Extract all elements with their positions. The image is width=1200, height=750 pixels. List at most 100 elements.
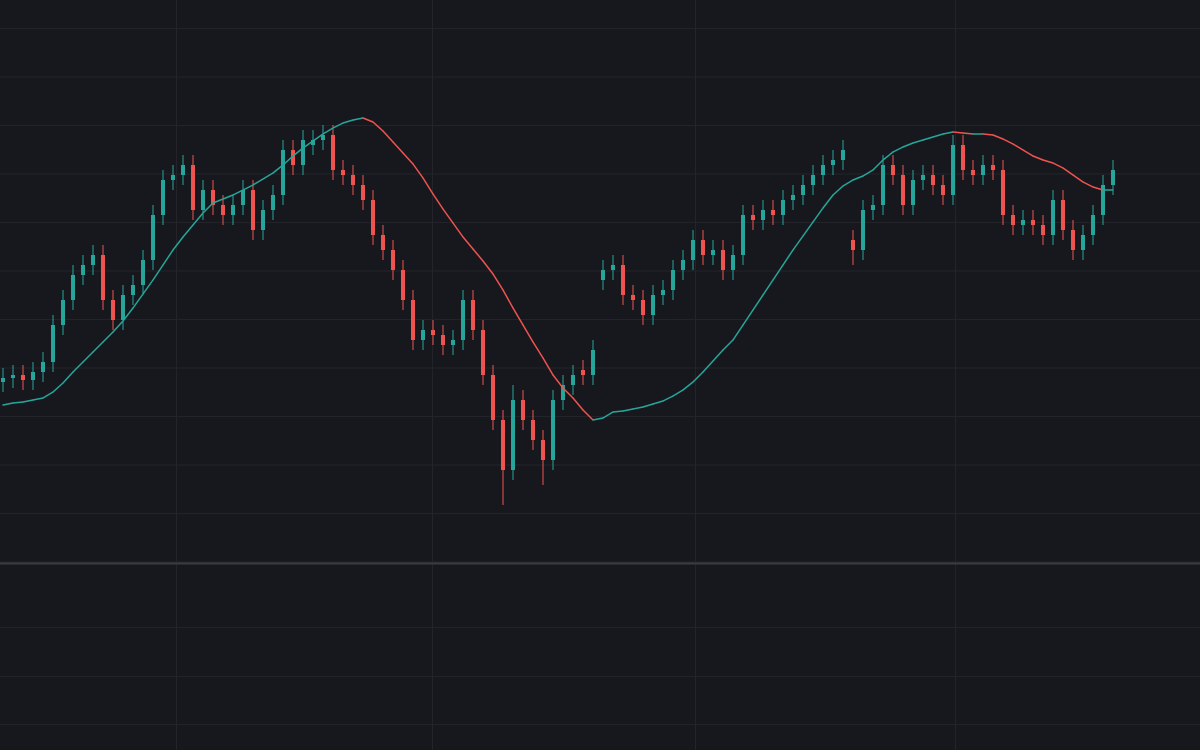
candle-body [731, 255, 735, 270]
candle-body [161, 180, 165, 215]
moving-average-segment [492, 273, 504, 291]
candle-body [381, 235, 385, 250]
moving-average-segment [202, 202, 214, 214]
moving-average-segment [312, 133, 324, 142]
moving-average-segment [612, 410, 624, 413]
moving-average-segment [1042, 159, 1054, 164]
moving-average-segment [532, 341, 544, 359]
moving-average-segment [402, 152, 414, 165]
candle-body [801, 185, 805, 195]
candle-body [231, 205, 235, 215]
candle-body [841, 150, 845, 160]
moving-average-segment [512, 307, 524, 326]
moving-average-segment [1062, 167, 1074, 176]
moving-average-segment [722, 339, 734, 351]
moving-average-segment [352, 117, 364, 121]
candle-body [741, 215, 745, 255]
moving-average-segment [542, 357, 554, 376]
moving-average-segment [1032, 155, 1044, 161]
moving-average-segment [762, 279, 774, 296]
moving-average-segment [622, 408, 634, 412]
candle-body [371, 200, 375, 235]
moving-average-segment [582, 409, 594, 421]
candle-body [201, 190, 205, 210]
moving-average-segment [22, 399, 34, 403]
candle-body [941, 185, 945, 195]
candle-body [961, 145, 965, 170]
candle-body [891, 165, 895, 175]
moving-average-segment [52, 382, 64, 393]
candle-body [341, 170, 345, 175]
candle-body [871, 205, 875, 210]
moving-average-segment [902, 142, 914, 148]
candle-body [1001, 170, 1005, 215]
candle-body [241, 190, 245, 205]
moving-average-segment [412, 163, 424, 179]
moving-average-segment [192, 212, 204, 226]
candle-body [431, 330, 435, 335]
moving-average-segment [992, 134, 1004, 140]
moving-average-segment [292, 147, 304, 157]
moving-average-segment [652, 400, 664, 405]
candle-body [101, 255, 105, 300]
moving-average-segment [302, 140, 314, 149]
moving-average-segment [1012, 143, 1024, 151]
candle-body [261, 210, 265, 230]
moving-average-segment [832, 185, 844, 196]
moving-average-segment [432, 193, 444, 210]
candle-body [301, 140, 305, 165]
moving-average-segment [952, 131, 964, 134]
moving-average-segment [482, 260, 494, 275]
moving-average-segment [892, 146, 904, 153]
moving-average-segment [772, 264, 784, 281]
candle-body [641, 300, 645, 315]
candle-body [211, 190, 215, 205]
candle-body [1021, 220, 1025, 225]
moving-average-segment [562, 387, 574, 399]
candle-body [591, 350, 595, 375]
moving-average-segment [452, 222, 464, 238]
moving-average-segment [572, 397, 584, 411]
candle-body [691, 240, 695, 260]
moving-average-segment [162, 249, 174, 266]
candle-body [991, 165, 995, 170]
candle-body [141, 260, 145, 285]
moving-average-segment [1022, 149, 1034, 157]
candle-body [21, 375, 25, 380]
moving-average-segment [632, 406, 644, 410]
candle-body [361, 185, 365, 200]
candle-body [651, 295, 655, 315]
candle-body [1011, 215, 1015, 225]
moving-average-segment [942, 131, 954, 135]
moving-average-segment [822, 194, 834, 209]
candle-body [611, 265, 615, 270]
candle-body [561, 385, 565, 400]
moving-average-segment [442, 208, 454, 224]
candle-body [661, 290, 665, 295]
moving-average-segment [862, 169, 874, 177]
candle-body [981, 165, 985, 175]
candle-body [721, 250, 725, 270]
moving-average-segment [962, 132, 974, 135]
candle-body [331, 135, 335, 170]
candle-body [881, 165, 885, 205]
candle-body [1061, 200, 1065, 230]
moving-average-segment [42, 391, 54, 399]
moving-average-segment [672, 389, 684, 397]
moving-average-segment [912, 139, 924, 144]
candle-body [441, 335, 445, 345]
candle-body [1, 378, 5, 382]
candle-body [171, 175, 175, 180]
candle-body [831, 160, 835, 165]
candle-body [71, 275, 75, 300]
moving-average-segment [262, 172, 274, 180]
candle-body [421, 330, 425, 340]
candle-body [901, 175, 905, 205]
candle-body [751, 215, 755, 220]
candle-body [621, 265, 625, 295]
moving-average-segment [732, 324, 744, 341]
candle-body [41, 362, 45, 372]
candle-body [11, 375, 15, 378]
